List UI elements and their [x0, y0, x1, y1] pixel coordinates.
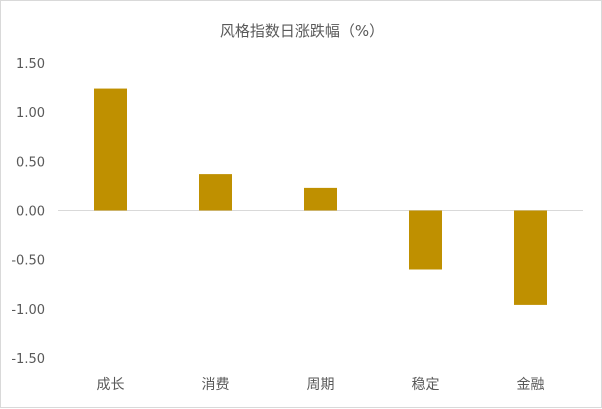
x-tick-label: 消费: [202, 377, 230, 393]
y-tick-label: -1.50: [11, 352, 45, 367]
bar-稳定: [409, 210, 442, 270]
x-tick-label: 稳定: [412, 377, 440, 393]
chart-title: 风格指数日涨跌幅（%）: [220, 22, 384, 40]
y-tick-label: 1.50: [16, 57, 45, 72]
x-tick-label: 金融: [517, 377, 545, 393]
bar-成长: [94, 88, 127, 211]
bar-消费: [199, 174, 232, 211]
y-tick-label: -1.00: [11, 303, 45, 318]
bar-周期: [304, 187, 337, 211]
y-tick-label: 0.50: [16, 155, 45, 170]
y-tick-label: -0.50: [11, 254, 45, 269]
x-tick-label: 周期: [307, 377, 335, 393]
x-tick-label: 成长: [97, 377, 125, 393]
y-tick-label: 1.00: [16, 106, 45, 121]
bar-金融: [514, 210, 547, 305]
y-tick-label: 0.00: [16, 205, 45, 220]
